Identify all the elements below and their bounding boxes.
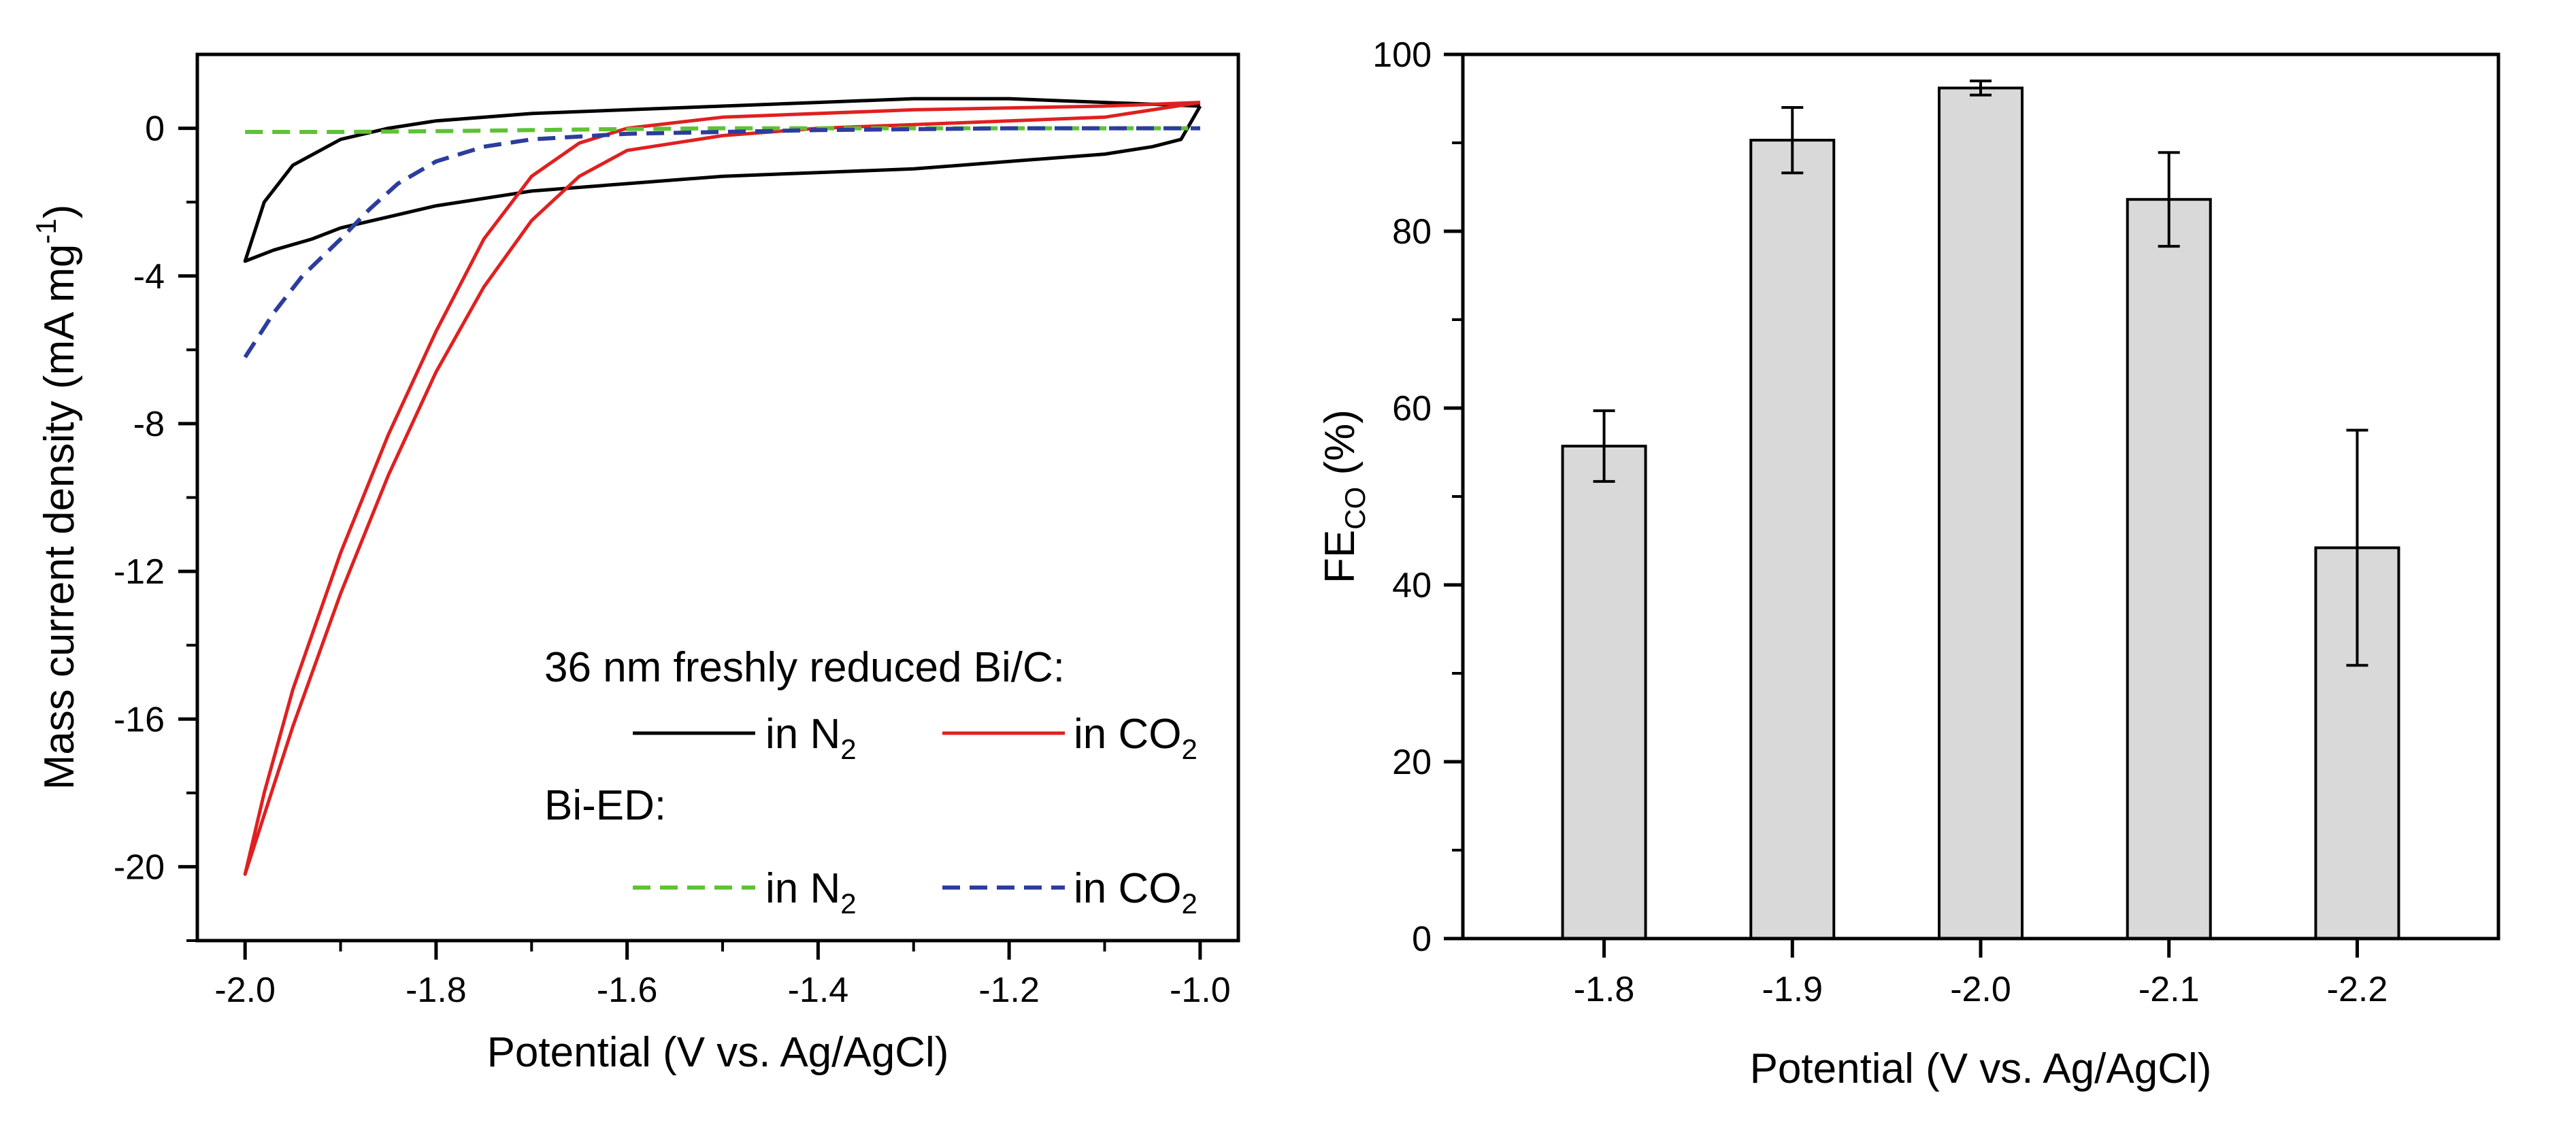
cv-series-line-3 xyxy=(243,126,1200,358)
cv-x-tick-label: -1.0 xyxy=(1170,971,1231,1010)
fe-y-tick-label: 20 xyxy=(1392,743,1432,782)
legend-label-bied-co2: in CO2 xyxy=(1074,865,1198,920)
fe-y-axis-label: FECO (%) xyxy=(1317,409,1371,584)
cv-y-tick-label: 0 xyxy=(145,109,165,149)
fe-bar--2.1 xyxy=(2126,198,2212,941)
fe-x-axis-label: Potential (V vs. Ag/AgCl) xyxy=(1750,1045,2212,1092)
fe-y-tick-label: 100 xyxy=(1372,35,1432,75)
fe-bar--2.0 xyxy=(1938,86,2024,940)
cv-axis-ticks: -2.0 -1.8 -1.6 -1.4 -1.2 -1.0 0 -4 -8 -12 -16 -20 xyxy=(114,109,1231,1010)
fe-x-tick-label: -2.2 xyxy=(2327,970,2388,1009)
fe-x-tick-label: -2.0 xyxy=(1950,970,2011,1009)
fe-y-tick-label: 40 xyxy=(1392,566,1432,605)
cv-y-tick-label: -20 xyxy=(114,847,165,887)
fe-bar--1.9 xyxy=(1749,139,1836,941)
cv-series-group xyxy=(243,97,1202,876)
cv-chart: -2.0 -1.8 -1.6 -1.4 -1.2 -1.0 0 -4 -8 -12 -16 -20 P… xyxy=(30,52,1240,1076)
fe-x-tick-label: -1.8 xyxy=(1574,970,1635,1009)
cv-x-tick-label: -1.8 xyxy=(406,971,467,1010)
fe-axis-ticks: -1.8 -1.9 -2.0 -2.1 -2.2 0 20 40 60 80 100 xyxy=(1372,35,2388,1009)
cv-x-axis-label: Potential (V vs. Ag/AgCl) xyxy=(487,1029,949,1076)
fe-y-tick-label: 0 xyxy=(1412,920,1432,959)
cv-series-line-1 xyxy=(243,101,1201,876)
cv-x-tick-label: -1.2 xyxy=(978,971,1040,1010)
fe-y-tick-label: 60 xyxy=(1392,389,1432,428)
cv-x-tick-label: -1.6 xyxy=(597,971,658,1010)
cv-y-tick-label: -4 xyxy=(133,257,165,297)
fe-bars-group xyxy=(1561,80,2400,941)
cv-x-tick-label: -2.0 xyxy=(214,971,276,1010)
cv-plot-frame xyxy=(195,52,1240,943)
cv-y-axis-label: Mass current density (mA mg-1) xyxy=(30,205,83,790)
legend-label-bic-co2: in CO2 xyxy=(1074,711,1198,765)
legend-title-bied: Bi-ED: xyxy=(544,782,666,829)
fe-bar--1.8 xyxy=(1561,444,1647,940)
fe-y-tick-label: 80 xyxy=(1392,212,1432,252)
legend-title-bic: 36 nm freshly reduced Bi/C: xyxy=(544,644,1065,691)
legend-label-bied-n2: in N2 xyxy=(765,865,857,920)
fe-x-tick-label: -2.1 xyxy=(2139,970,2200,1009)
cv-y-tick-label: -12 xyxy=(114,552,165,592)
fe-chart: -1.8 -1.9 -2.0 -2.1 -2.2 0 20 40 60 80 100 Potenti… xyxy=(1317,35,2500,1092)
cv-legend: 36 nm freshly reduced Bi/C: in N2 in CO2… xyxy=(544,644,1198,920)
fe-x-tick-label: -1.9 xyxy=(1762,970,1823,1009)
cv-y-tick-label: -16 xyxy=(114,700,165,739)
cv-y-tick-label: -8 xyxy=(133,405,165,444)
cv-series-line-0 xyxy=(243,97,1202,263)
legend-label-bic-n2: in N2 xyxy=(765,711,857,765)
cv-x-tick-label: -1.4 xyxy=(788,971,849,1010)
